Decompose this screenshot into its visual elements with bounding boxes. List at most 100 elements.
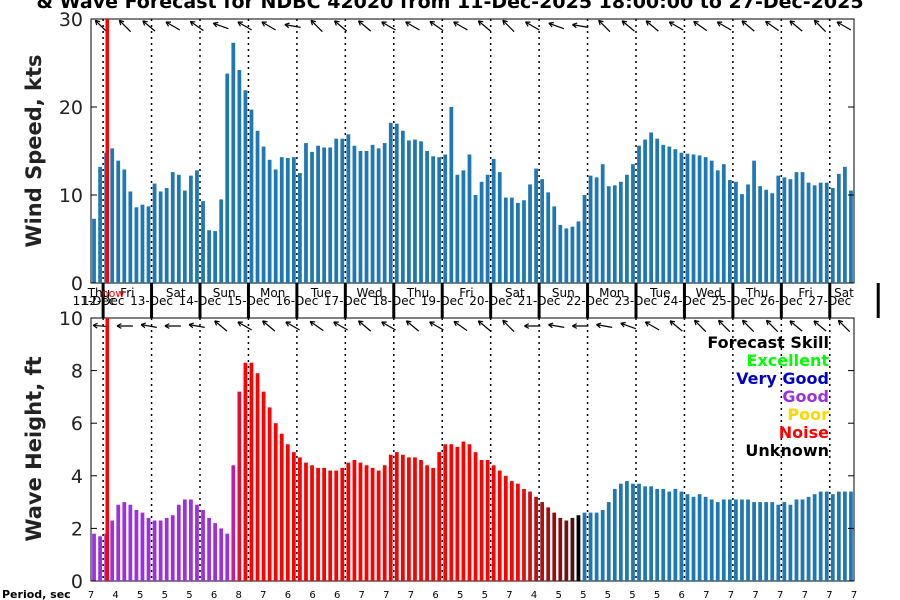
wave-bar (455, 446, 460, 581)
wave-direction-arrow-head (164, 323, 170, 329)
wave-bars (92, 362, 853, 581)
wind-bar (594, 177, 599, 283)
wind-bar (849, 190, 853, 283)
wave-bar (734, 499, 738, 581)
wave-direction-arrow-head (309, 320, 316, 327)
wind-direction-arrow (453, 21, 468, 31)
wind-bar (116, 160, 121, 283)
wind-bar (643, 139, 647, 283)
wave-bar (98, 536, 102, 581)
wave-bar (140, 512, 145, 581)
wind-bar (588, 175, 593, 283)
wave-bar (473, 452, 478, 581)
wind-bar (158, 191, 163, 283)
wave-direction-arrow (406, 320, 420, 332)
wave-bar (685, 494, 690, 581)
wave-bar (219, 528, 224, 581)
wave-bar (394, 452, 399, 581)
wind-bar (449, 107, 454, 283)
wind-bar (322, 147, 327, 283)
wind-direction-arrow-head (429, 20, 436, 27)
wave-bar (836, 491, 841, 581)
wave-y-tick-label: 10 (59, 308, 83, 330)
wind-direction-arrow (525, 21, 540, 31)
wind-bar (388, 122, 393, 283)
wind-bar (715, 170, 720, 283)
wave-bar (316, 467, 320, 581)
period-label: 5 (654, 590, 660, 600)
wave-bar (709, 499, 714, 581)
wave-bar (92, 533, 96, 581)
wave-direction-arrow (742, 319, 755, 333)
wind-direction-arrow (502, 19, 515, 33)
period-label: 5 (580, 590, 586, 600)
wave-direction-arrow-head (453, 320, 459, 327)
wind-direction-arrow (142, 20, 156, 32)
wind-bar (618, 181, 623, 283)
wave-bar (594, 512, 599, 581)
wave-bar (818, 491, 823, 581)
wave-bar (770, 502, 775, 581)
date-label: 27-Dec (808, 294, 851, 308)
wind-direction-arrow-head (789, 20, 795, 26)
wind-bar (279, 157, 284, 283)
day-name-label: Mon (599, 286, 624, 300)
wind-direction-arrow-head (142, 20, 148, 26)
wave-bar (576, 515, 581, 581)
wave-bar (425, 465, 429, 581)
wave-bar (364, 465, 369, 581)
wind-direction-arrow (94, 19, 108, 33)
wind-bar (782, 177, 787, 283)
day-name-label: Thu (406, 286, 430, 300)
wave-bar (497, 470, 502, 581)
wave-bar (522, 488, 526, 581)
wave-bar (637, 483, 641, 581)
date-label: 16-Dec (275, 294, 318, 308)
wind-bar (455, 174, 460, 283)
wave-plot-area (90, 317, 855, 582)
wind-bar (310, 151, 314, 283)
day-name-label: Fri (798, 286, 812, 300)
wind-bar (806, 182, 811, 283)
wave-bar (479, 460, 484, 581)
wave-bar (413, 457, 417, 581)
wave-direction-arrow (429, 321, 444, 331)
wave-direction-arrow (502, 319, 515, 333)
wind-bar (812, 185, 817, 283)
wave-direction-arrow-head (188, 322, 194, 329)
wave-direction-arrow-head (140, 322, 146, 329)
wind-bar (437, 157, 442, 283)
wave-direction-arrow-head (116, 323, 122, 329)
wave-direction-arrow-head (813, 320, 819, 326)
wave-direction-arrow (620, 322, 637, 330)
wave-bar (388, 454, 393, 581)
wind-direction-arrow-head (524, 21, 531, 27)
wind-plot-area (90, 18, 855, 284)
wave-bar (243, 362, 248, 581)
wave-y-axis-label: Wave Height, ft (22, 356, 46, 541)
period-label: 7 (851, 590, 857, 600)
wind-direction-arrow (334, 20, 348, 32)
wave-y-tick-label: 4 (71, 466, 83, 488)
wave-bar (122, 502, 127, 581)
wind-bar (110, 148, 115, 283)
wave-bar (116, 504, 121, 581)
wind-direction-arrow-head (261, 21, 267, 27)
wave-bar (824, 491, 829, 581)
wind-direction-arrow (213, 22, 229, 30)
wave-bar (449, 444, 454, 581)
wind-bar (425, 151, 429, 283)
wave-bar (643, 486, 647, 581)
legend-item-good: Good (782, 387, 829, 406)
wave-bar (189, 499, 193, 581)
wave-direction-arrow-head (285, 321, 291, 327)
date-label: 18-Dec (372, 294, 415, 308)
wind-direction-arrow (836, 21, 852, 31)
wave-bar (655, 488, 660, 581)
wind-direction-arrow-head (94, 19, 101, 26)
wind-bar (370, 144, 375, 283)
wave-bar (419, 460, 423, 581)
wind-direction-arrow-head (716, 21, 723, 27)
wave-bar (631, 483, 635, 581)
wind-bar (225, 73, 230, 283)
